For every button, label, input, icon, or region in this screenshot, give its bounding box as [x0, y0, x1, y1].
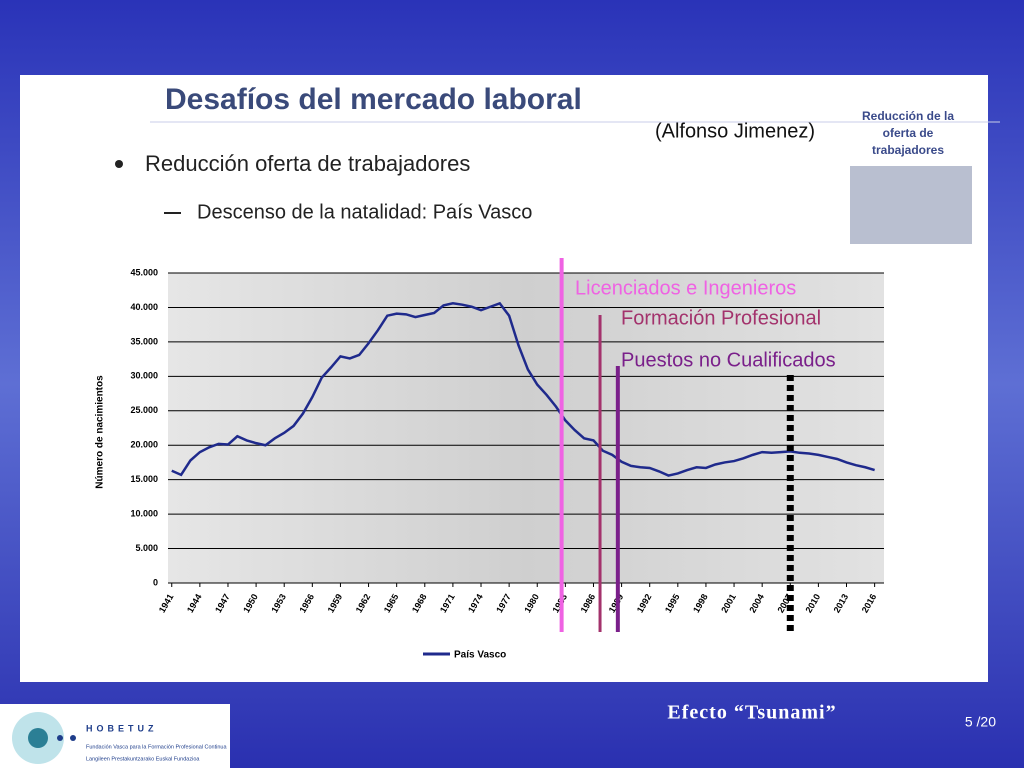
bullet: Reducción oferta de trabajadores [145, 151, 470, 176]
side-caption-line: oferta de [883, 126, 934, 140]
logo-mark [28, 728, 48, 748]
bullet-dot [115, 160, 123, 168]
y-axis-label: Número de nacimientos [95, 375, 106, 489]
logo-line: Fundación Vasca para la Formación Profes… [86, 744, 227, 750]
logo-dot [70, 735, 76, 741]
logo-line: Langileen Prestakuntzarako Euskal Fundaz… [86, 756, 200, 762]
marker-label: Puestos no Cualificados [621, 349, 836, 371]
title: Desafíos del mercado laboral [165, 83, 582, 116]
author: (Alfonso Jimenez) [655, 120, 815, 142]
y-tick-label: 35.000 [130, 336, 158, 346]
marker-label: Licenciados e Ingenieros [575, 277, 796, 299]
marker-label: Formación Profesional [621, 307, 821, 329]
y-tick-label: 10.000 [130, 508, 158, 518]
y-tick-label: 0 [153, 577, 158, 587]
footer-title: Efecto “Tsunami” [667, 702, 836, 724]
sub-bullet: Descenso de la natalidad: País Vasco [197, 201, 532, 223]
logo-name: HOBETUZ [86, 723, 158, 733]
y-tick-label: 30.000 [130, 371, 158, 381]
page-number: 5 /20 [965, 714, 996, 730]
people-photo [850, 166, 972, 244]
data-line [171, 301, 875, 477]
y-tick-label: 45.000 [130, 267, 158, 277]
y-tick-label: 15.000 [130, 474, 158, 484]
side-caption: Reducción de la oferta de trabajadores [862, 109, 954, 157]
side-caption-line: trabajadores [872, 143, 944, 157]
y-tick-label: 40.000 [130, 302, 158, 312]
plot-background [168, 273, 884, 583]
y-tick-label: 20.000 [130, 440, 158, 450]
legend-label: País Vasco [454, 650, 506, 661]
y-tick-label: 25.000 [130, 405, 158, 415]
side-caption-line: Reducción de la [862, 109, 954, 123]
logo-dot [57, 735, 63, 741]
y-tick-label: 5.000 [135, 543, 158, 553]
